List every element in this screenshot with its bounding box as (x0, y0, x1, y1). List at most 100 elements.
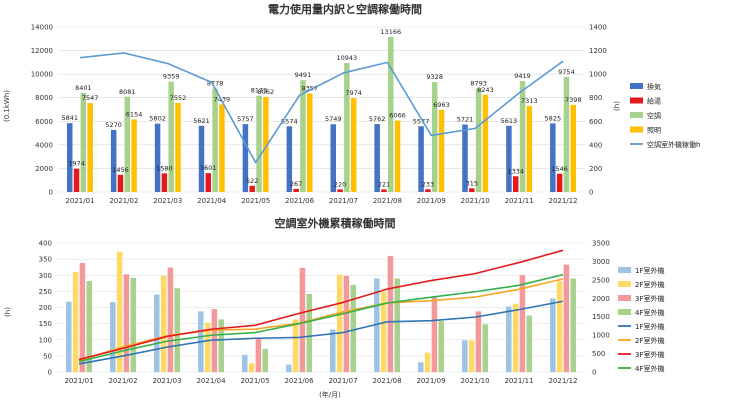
bar-c1-s2-c5 (300, 80, 306, 192)
chart2-bars (66, 251, 576, 372)
y-tick-label: 2000 (35, 165, 53, 173)
legend-swatch-3 (618, 309, 631, 315)
y2-tick-label: 800 (589, 94, 602, 102)
legend-label-5: 2F室外機 (635, 336, 664, 345)
y-tick-label: 150 (39, 320, 52, 328)
data-label: 6066 (389, 112, 406, 120)
y2-tick-label: 1400 (589, 24, 607, 32)
bar-c1-s0-c2 (154, 123, 161, 192)
data-label: 5762 (369, 115, 386, 123)
y-tick-label: 12000 (31, 47, 53, 55)
y-tick-label: 300 (39, 272, 52, 280)
x-tick-label: 2021/05 (240, 377, 269, 385)
bar-c2-s1-c10 (512, 303, 519, 372)
bar-c1-s1-c0 (73, 168, 80, 192)
chart2-y-ticks: 0 50 100 150 200 250 300 350 400 (39, 240, 52, 377)
bar-c1-s0-c6 (330, 124, 336, 192)
y2-tick-label: 500 (592, 350, 605, 358)
y2-tick-label: 3000 (592, 258, 610, 266)
bar-c2-s0-c9 (462, 340, 468, 372)
bar-c1-s0-c5 (286, 126, 293, 192)
chart2-legend: 1F室外機 2F室外機 3F室外機 4F室外機 1F室外機 2F室外機 3F室外機 4F室外機 (618, 266, 664, 373)
data-label: 5577 (413, 117, 430, 125)
y2-tick-label: 600 (589, 118, 602, 126)
data-label: 9419 (514, 72, 531, 80)
x-tick-label: 2021/03 (153, 197, 182, 205)
legend-label-1: 2F室外機 (635, 280, 664, 289)
data-label: 1974 (68, 160, 85, 168)
bar-c2-s2-c1 (123, 274, 130, 372)
legend-label-2: 3F室外機 (635, 294, 664, 303)
bar-c1-s0-c10 (506, 125, 512, 192)
bar-c1-s0-c7 (374, 124, 380, 192)
bar-c2-s0-c0 (66, 301, 72, 372)
y-tick-label: 4000 (35, 141, 53, 149)
x-tick-label: 2021/02 (108, 377, 137, 385)
legend-swatch-0 (618, 267, 631, 273)
x-tick-label: 2021/02 (109, 197, 138, 205)
data-label: 1580 (156, 164, 173, 172)
y2-tick-label: 2000 (592, 295, 610, 303)
bar-c2-s0-c5 (286, 364, 292, 372)
y-tick-label: 200 (39, 304, 52, 312)
data-label: 5825 (545, 114, 562, 122)
bar-c2-s1-c2 (160, 275, 167, 372)
bar-c1-s0-c8 (418, 126, 424, 192)
legend-swatch-3 (630, 126, 643, 133)
data-label: 1601 (200, 164, 217, 172)
bar-c2-s2-c9 (475, 311, 482, 372)
x-tick-label: 2021/11 (505, 197, 534, 205)
y-tick-label: 100 (39, 336, 52, 344)
bar-c1-s0-c4 (242, 124, 249, 192)
bar-c2-s3-c0 (86, 281, 92, 372)
chart1-x-ticks: 2021/01 2021/02 2021/03 2021/04 2021/05 2021/… (65, 197, 577, 205)
bar-c1-s3-c2 (175, 102, 181, 192)
line-c2-s7 (78, 273, 564, 363)
bar-c2-s1-c0 (72, 272, 79, 372)
x-tick-label: 2021/06 (285, 197, 315, 205)
x-tick-label: 2021/11 (504, 377, 533, 385)
data-label: 8062 (258, 88, 275, 96)
chart2-title: 空調室外機累積稼働時間 (275, 216, 396, 230)
data-label: 13166 (380, 28, 401, 36)
bar-c2-s3-c2 (174, 288, 180, 372)
bar-c1-s0-c9 (462, 124, 468, 192)
y2-tick-label: 1200 (589, 47, 607, 55)
y2-tick-label: 1000 (589, 71, 607, 79)
data-label: 8173 (251, 87, 268, 95)
data-label: 5802 (149, 115, 166, 123)
x-tick-label: 2021/01 (65, 197, 94, 205)
bar-c1-s2-c10 (519, 80, 526, 192)
x-tick-label: 2021/04 (196, 377, 226, 385)
data-label: 6963 (433, 101, 450, 109)
y-tick-label: 10000 (31, 71, 53, 79)
bar-c1-s3-c11 (570, 104, 576, 192)
bar-c2-s2-c0 (79, 262, 86, 372)
bar-c1-s2-c8 (431, 82, 438, 192)
x-tick-label: 2021/07 (329, 197, 358, 205)
x-tick-label: 2021/01 (64, 377, 93, 385)
bar-c1-s3-c4 (263, 96, 269, 192)
legend-label-6: 3F室外機 (635, 350, 664, 359)
chart2-x-ticks: 2021/01 2021/02 2021/03 2021/04 2021/05 2021/… (64, 377, 577, 385)
data-label: 10943 (337, 54, 358, 62)
y-tick-label: 350 (39, 256, 52, 264)
data-label: 7439 (214, 95, 231, 103)
data-label: 5757 (237, 115, 254, 123)
legend-swatch-1 (630, 97, 643, 104)
data-label: 5574 (281, 117, 298, 125)
bar-c1-s3-c0 (87, 103, 93, 192)
y2-tick-label: 1000 (592, 332, 610, 340)
x-tick-label: 2021/12 (548, 197, 577, 205)
data-label: 1546 (551, 165, 568, 173)
bar-c2-s3-c11 (570, 278, 576, 372)
bar-c2-s3-c10 (526, 315, 532, 372)
bar-c1-s1-c6 (337, 189, 343, 192)
chart2-lines (78, 249, 564, 365)
legend-label-4: 空調室外機稼働h (647, 140, 700, 149)
legend-swatch-1 (618, 281, 631, 287)
bar-c2-s1-c6 (336, 274, 343, 372)
data-label: 5621 (193, 117, 210, 125)
